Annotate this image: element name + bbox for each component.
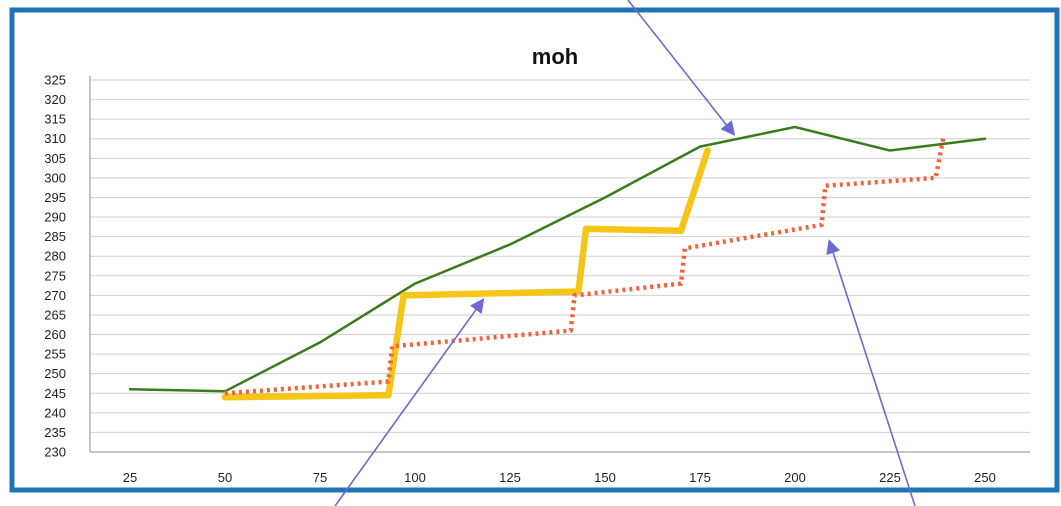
- grid: [90, 79, 1030, 453]
- y-tick-label: 300: [44, 170, 66, 185]
- y-tick-label: 315: [44, 112, 66, 127]
- y-tick-label: 280: [44, 249, 66, 264]
- y-tick-label: 325: [44, 73, 66, 88]
- chart-title: moh: [532, 44, 578, 69]
- annotation-arrow: [334, 298, 485, 506]
- x-tick-label: 25: [123, 470, 137, 485]
- annotations: [334, 0, 916, 506]
- y-tick-label: 250: [44, 366, 66, 381]
- y-tick-label: 305: [44, 151, 66, 166]
- x-tick-label: 100: [404, 470, 426, 485]
- y-tick-label: 320: [44, 92, 66, 107]
- y-axis: 230 235 240 245 250 255 260 265 270 275 280 285 290 2…: [44, 73, 91, 460]
- x-tick-label: 125: [499, 470, 521, 485]
- y-tick-label: 255: [44, 347, 66, 362]
- y-tick-label: 240: [44, 405, 66, 420]
- annotation-arrow: [826, 239, 916, 506]
- x-tick-label: 50: [218, 470, 232, 485]
- y-tick-label: 285: [44, 229, 66, 244]
- y-tick-label: 230: [44, 445, 66, 460]
- y-tick-label: 310: [44, 131, 66, 146]
- chart-border: [9, 7, 1060, 493]
- y-tick-label: 275: [44, 268, 66, 283]
- y-tick-label: 245: [44, 386, 66, 401]
- y-tick-label: 235: [44, 425, 66, 440]
- x-tick-label: 75: [313, 470, 327, 485]
- y-tick-label: 265: [44, 307, 66, 322]
- y-tick-label: 270: [44, 288, 66, 303]
- y-tick-label: 260: [44, 327, 66, 342]
- x-tick-label: 225: [879, 470, 901, 485]
- series-group: [128, 125, 987, 401]
- x-tick-label: 200: [784, 470, 806, 485]
- y-tick-label: 295: [44, 190, 66, 205]
- series-line-1: [128, 125, 987, 393]
- x-tick-label: 175: [689, 470, 711, 485]
- y-tick-label: 290: [44, 210, 66, 225]
- x-tick-label: 250: [974, 470, 996, 485]
- series-line-3: [224, 138, 946, 396]
- annotation-arrow: [627, 0, 736, 136]
- series-line-2: [221, 147, 711, 401]
- x-axis: 25 50 75 100 125 150 175 200 225 250: [90, 451, 1030, 485]
- x-tick-label: 150: [594, 470, 616, 485]
